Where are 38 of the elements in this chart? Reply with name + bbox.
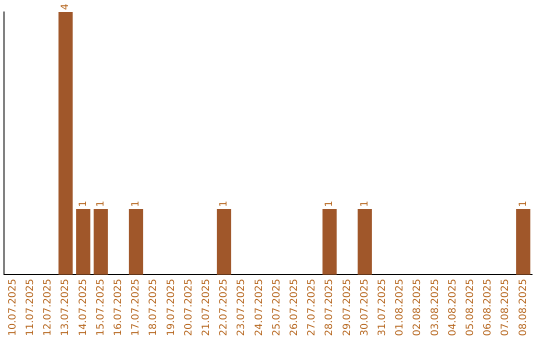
data-label: 1 bbox=[518, 200, 529, 208]
x-tick-label: 23.07.2025 bbox=[236, 278, 248, 336]
data-label: 1 bbox=[130, 200, 142, 208]
x-tick-label: 18.07.2025 bbox=[148, 278, 160, 336]
x-tick-label: 22.07.2025 bbox=[218, 278, 230, 336]
x-tick-label: 24.07.2025 bbox=[254, 278, 265, 336]
x-tick-label: 07.08.2025 bbox=[500, 278, 512, 336]
x-tick-label: 06.08.2025 bbox=[482, 278, 494, 336]
data-label: 1 bbox=[359, 200, 370, 208]
data-label: 4 bbox=[60, 4, 72, 10]
x-tick-label: 15.07.2025 bbox=[95, 278, 106, 336]
x-tick-label: 12.07.2025 bbox=[42, 278, 54, 336]
x-tick-label: 25.07.2025 bbox=[271, 278, 282, 336]
x-tick-label: 28.07.2025 bbox=[324, 278, 336, 336]
x-tick-label: 14.07.2025 bbox=[78, 278, 89, 336]
data-label: 1 bbox=[324, 200, 336, 208]
x-tick-label: 30.07.2025 bbox=[359, 278, 370, 336]
x-tick-label: 08.08.2025 bbox=[518, 278, 529, 336]
x-tick-label: 11.07.2025 bbox=[24, 278, 36, 336]
data-label: 1 bbox=[218, 200, 230, 208]
x-tick-label: 05.08.2025 bbox=[464, 278, 476, 336]
x-tick-label: 03.08.2025 bbox=[430, 278, 441, 336]
x-tick-label: 10.07.2025 bbox=[7, 278, 18, 336]
x-tick-label: 27.07.2025 bbox=[306, 278, 318, 336]
x-tick-label: 21.07.2025 bbox=[200, 278, 212, 336]
data-label: 1 bbox=[78, 200, 89, 208]
x-tick-label: 17.07.2025 bbox=[130, 278, 142, 336]
x-tick-label: 13.07.2025 bbox=[60, 278, 72, 336]
x-tick-label: 16.07.2025 bbox=[112, 278, 124, 336]
x-tick-label: 31.07.2025 bbox=[376, 278, 388, 336]
x-tick-label: 26.07.2025 bbox=[288, 278, 300, 336]
data-label: 1 bbox=[95, 200, 106, 208]
x-tick-label: 20.07.2025 bbox=[183, 278, 194, 336]
x-tick-label: 02.08.2025 bbox=[412, 278, 424, 336]
x-tick-label: 19.07.2025 bbox=[166, 278, 177, 336]
x-tick-label: 04.08.2025 bbox=[447, 278, 458, 336]
x-tick-label: 01.08.2025 bbox=[394, 278, 406, 336]
x-tick-label: 29.07.2025 bbox=[342, 278, 353, 336]
